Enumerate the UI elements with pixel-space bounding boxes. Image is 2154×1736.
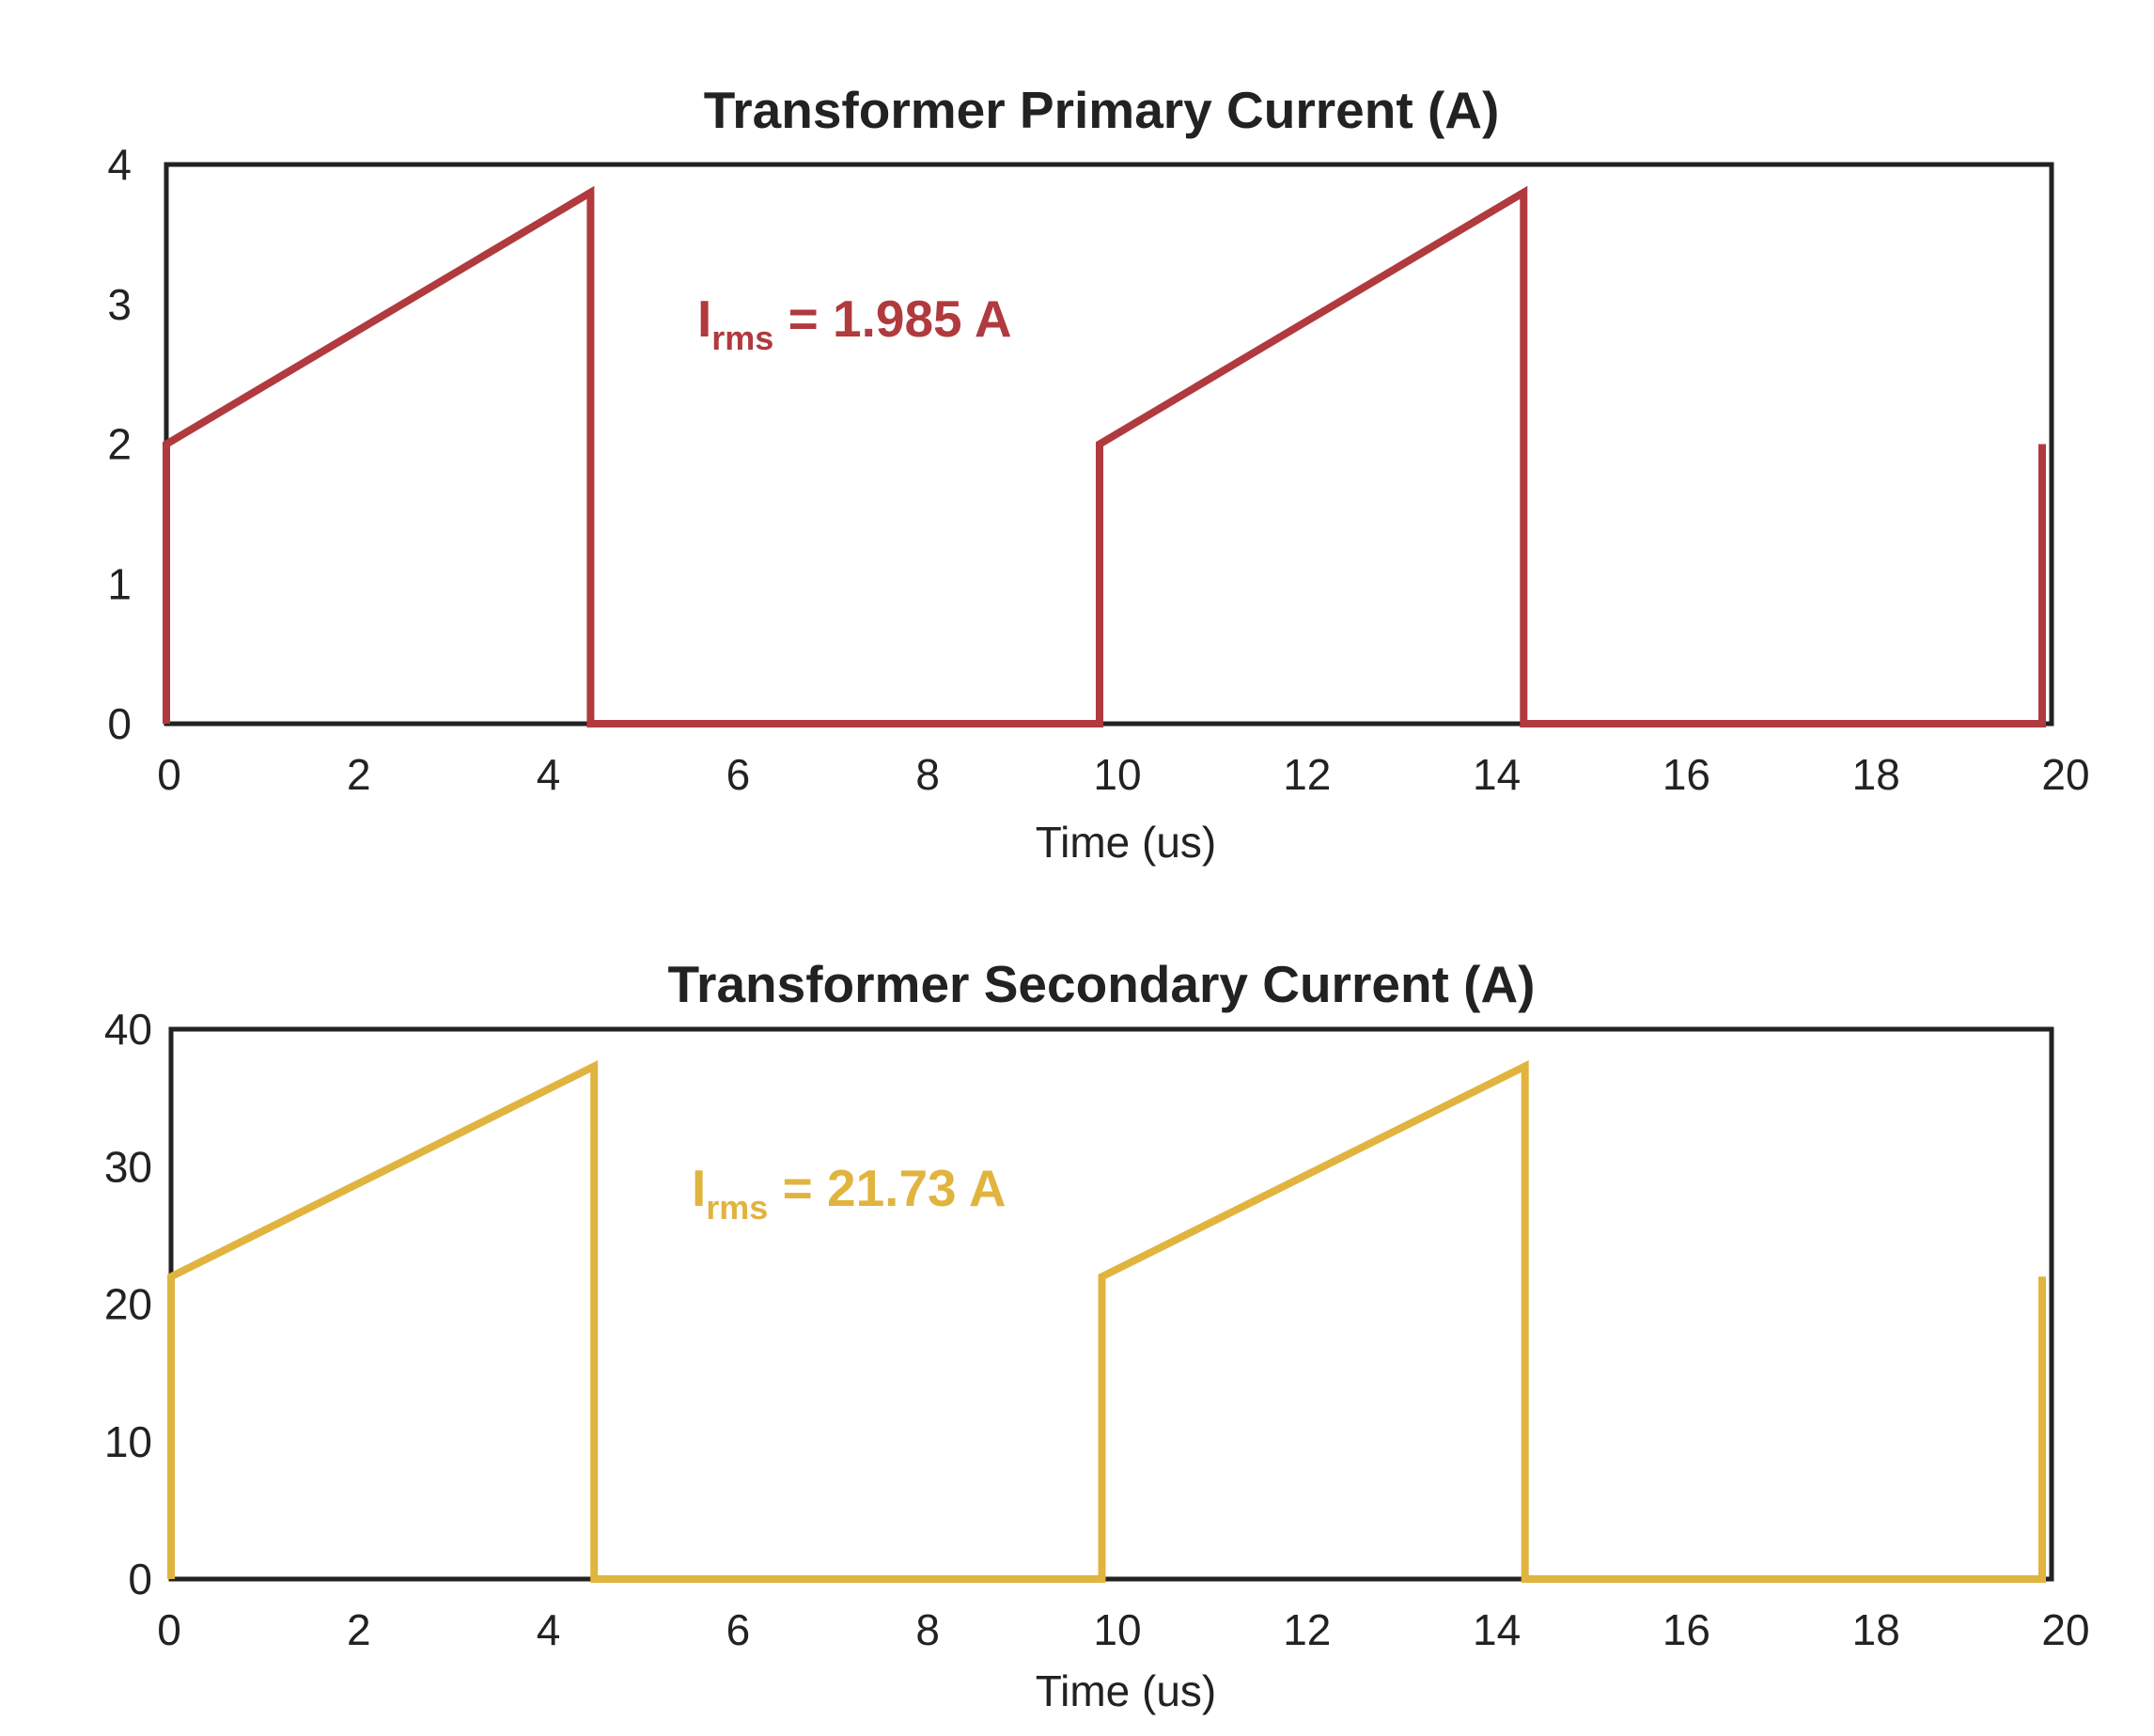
y-tick-label: 1 bbox=[107, 559, 132, 608]
x-tick-label: 14 bbox=[1473, 750, 1521, 799]
x-tick-labels: 0 2 4 6 8 10 12 14 16 18 20 bbox=[157, 750, 2089, 799]
y-tick-labels: 0 1 2 3 4 bbox=[107, 140, 132, 748]
x-tick-label: 16 bbox=[1662, 1605, 1710, 1654]
x-tick-label: 2 bbox=[347, 1605, 371, 1654]
irms-annotation: Irms = 21.73 A bbox=[692, 1159, 1007, 1227]
irms-symbol: I bbox=[697, 289, 711, 348]
irms-annotation: Irms = 1.985 A bbox=[697, 289, 1012, 357]
x-tick-label: 20 bbox=[2041, 750, 2089, 799]
series-line bbox=[163, 185, 2046, 727]
secondary-current-chart: Transformer Secondary Current (A) 010203… bbox=[104, 955, 2090, 1715]
x-tick-label: 6 bbox=[726, 750, 751, 799]
y-tick-label: 10 bbox=[104, 1417, 152, 1466]
y-tick-label: 20 bbox=[104, 1280, 152, 1329]
x-tick-label: 8 bbox=[915, 1605, 940, 1654]
y-tick-label: 0 bbox=[128, 1555, 152, 1603]
x-tick-label: 10 bbox=[1093, 750, 1141, 799]
x-tick-label: 6 bbox=[726, 1605, 751, 1654]
irms-subscript: rms bbox=[711, 319, 773, 357]
x-tick-label: 16 bbox=[1662, 750, 1710, 799]
y-tick-label: 30 bbox=[104, 1142, 152, 1191]
x-tick-label: 20 bbox=[2041, 1605, 2089, 1654]
x-tick-label: 10 bbox=[1093, 1605, 1141, 1654]
irms-value: = 1.985 A bbox=[773, 289, 1011, 348]
x-tick-label: 18 bbox=[1852, 750, 1900, 799]
x-tick-label: 14 bbox=[1473, 1605, 1521, 1654]
x-tick-label: 0 bbox=[157, 1605, 181, 1654]
x-axis-label: Time (us) bbox=[1036, 1666, 1217, 1715]
irms-value: = 21.73 A bbox=[768, 1159, 1006, 1217]
y-tick-label: 0 bbox=[107, 699, 132, 748]
x-tick-labels: 0 2 4 6 8 10 12 14 16 18 20 bbox=[157, 1605, 2089, 1654]
chart-title: Transformer Secondary Current (A) bbox=[668, 955, 1536, 1013]
x-tick-label: 8 bbox=[915, 750, 940, 799]
x-tick-label: 18 bbox=[1852, 1605, 1900, 1654]
plot-frame bbox=[164, 162, 2054, 727]
irms-subscript: rms bbox=[706, 1188, 768, 1227]
y-tick-label: 3 bbox=[107, 280, 132, 329]
x-tick-label: 4 bbox=[537, 750, 561, 799]
x-tick-label: 4 bbox=[537, 1605, 561, 1654]
x-tick-label: 12 bbox=[1283, 750, 1331, 799]
y-tick-label: 40 bbox=[104, 1005, 152, 1054]
chart-title: Transformer Primary Current (A) bbox=[704, 81, 1500, 139]
y-tick-label: 4 bbox=[107, 140, 132, 189]
y-tick-labels: 0 10 20 30 40 bbox=[104, 1005, 152, 1603]
plot-frame bbox=[168, 1026, 2054, 1582]
x-tick-label: 12 bbox=[1283, 1605, 1331, 1654]
x-tick-label: 2 bbox=[347, 750, 371, 799]
irms-symbol: I bbox=[692, 1159, 706, 1217]
x-tick-label: 0 bbox=[157, 750, 181, 799]
x-axis-label: Time (us) bbox=[1036, 818, 1217, 867]
y-tick-label: 2 bbox=[107, 420, 132, 469]
series-line bbox=[167, 1060, 2046, 1583]
